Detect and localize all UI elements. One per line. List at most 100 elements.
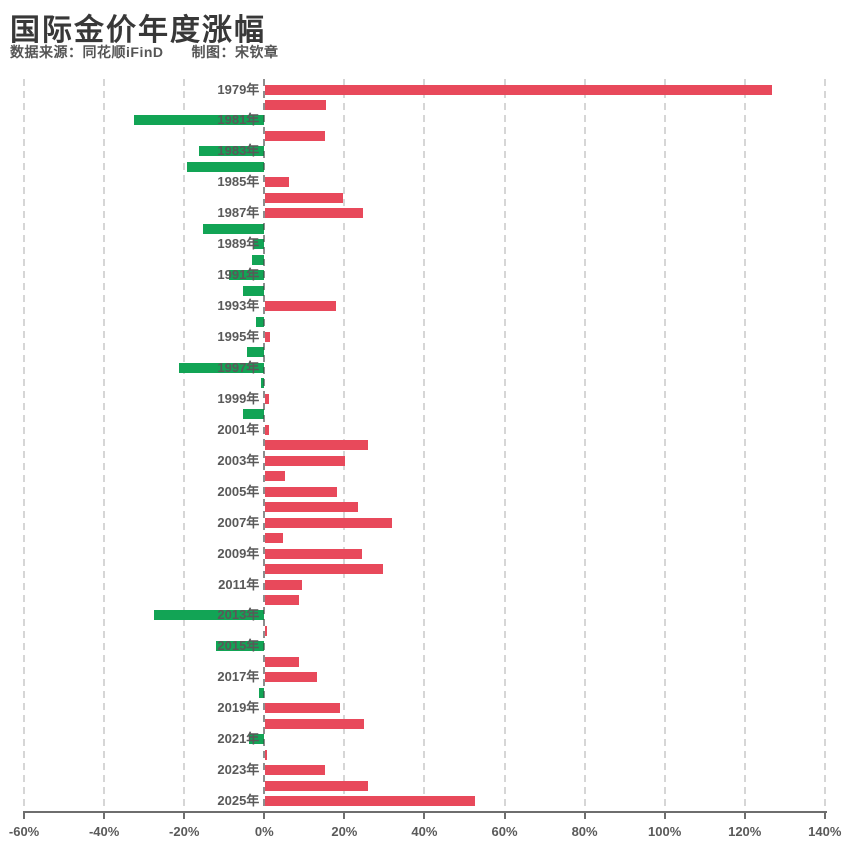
zero-gridline (263, 79, 266, 812)
bar (265, 656, 300, 667)
bar (265, 177, 289, 188)
x-gridline (583, 79, 586, 812)
author-label: 制图：宋钦章 (191, 44, 279, 60)
x-tick (503, 811, 506, 819)
x-tick (823, 811, 826, 819)
year-label: 1991年 (217, 267, 260, 283)
year-label: 1999年 (217, 390, 260, 406)
bar (265, 130, 325, 141)
x-tick-label: 60% (491, 824, 518, 839)
bar (252, 254, 265, 265)
x-gridline (503, 79, 506, 812)
x-tick (743, 811, 746, 819)
bar (178, 362, 265, 373)
bar (265, 424, 270, 435)
year-label: 2005年 (217, 483, 260, 499)
bar (265, 780, 368, 791)
bar (265, 548, 363, 559)
bar (199, 146, 265, 157)
x-tick-label: -20% (169, 824, 200, 839)
year-label: 2019年 (217, 700, 260, 716)
x-tick-label: 100% (648, 824, 682, 839)
year-label: 1993年 (217, 298, 260, 314)
x-tick-label: 140% (808, 824, 842, 839)
x-gridline (823, 79, 826, 812)
bar (265, 471, 285, 482)
bar (265, 208, 364, 219)
bar (133, 115, 265, 126)
x-tick (583, 811, 586, 819)
bar (261, 378, 265, 389)
page-title: 国际金价年度涨幅 (10, 14, 266, 47)
subtitle: 数据来源：同花顺iFinD 制图：宋钦章 (10, 42, 279, 62)
bar (259, 687, 265, 698)
x-gridline (23, 79, 26, 812)
bar (265, 301, 337, 312)
bar (265, 703, 341, 714)
x-axis-line (24, 811, 827, 813)
bar (265, 579, 303, 590)
year-label: 2021年 (217, 731, 260, 747)
year-label: 1979年 (217, 81, 260, 97)
x-gridline (423, 79, 426, 812)
bar (256, 316, 265, 327)
bar (153, 610, 265, 621)
x-gridline (263, 79, 266, 812)
bar (187, 161, 265, 172)
bar (265, 99, 327, 110)
x-tick (343, 811, 346, 819)
bar (249, 734, 265, 745)
bar (246, 347, 265, 358)
bar (265, 749, 268, 760)
x-tick-label: -40% (88, 824, 120, 839)
year-label: 1985年 (217, 174, 260, 190)
x-tick-label: 0% (254, 824, 274, 839)
bar (265, 84, 772, 95)
year-label: 2009年 (217, 545, 260, 561)
x-gridline (183, 79, 186, 812)
year-label: 1995年 (217, 329, 260, 345)
x-tick-label: 20% (331, 824, 358, 839)
year-label: 1989年 (217, 236, 260, 252)
x-tick (423, 811, 426, 819)
year-label: 2003年 (217, 452, 260, 468)
bar (265, 440, 368, 451)
x-gridline (663, 79, 666, 812)
x-gridline (103, 79, 106, 812)
bar (203, 223, 265, 234)
year-label: 2011年 (218, 576, 260, 592)
year-label: 2017年 (217, 669, 260, 685)
year-label: 2001年 (217, 421, 260, 437)
bar (265, 455, 346, 466)
bar (265, 796, 476, 807)
year-label: 1983年 (217, 143, 260, 159)
bar (265, 393, 270, 404)
year-label: 1997年 (217, 359, 260, 375)
bar (265, 502, 359, 513)
year-label: 2015年 (217, 638, 260, 654)
bar (265, 517, 392, 528)
bar (265, 595, 299, 605)
bar (265, 332, 271, 343)
bar (252, 239, 265, 250)
year-label: 1981年 (217, 112, 260, 128)
year-label: 2023年 (217, 762, 260, 778)
x-gridline (743, 79, 746, 812)
x-tick-label: -60% (8, 824, 40, 839)
bar (265, 564, 383, 575)
x-tick (103, 811, 106, 819)
x-tick (183, 811, 186, 819)
bar (265, 192, 343, 203)
bar (265, 533, 283, 544)
bar (265, 486, 337, 497)
x-tick (263, 811, 266, 819)
x-tick-label: 40% (411, 824, 438, 839)
bar (216, 641, 265, 652)
year-label: 2007年 (217, 514, 260, 530)
bar (265, 765, 325, 776)
bar (265, 625, 267, 636)
year-label: 1987年 (217, 205, 260, 221)
x-tick (663, 811, 666, 819)
